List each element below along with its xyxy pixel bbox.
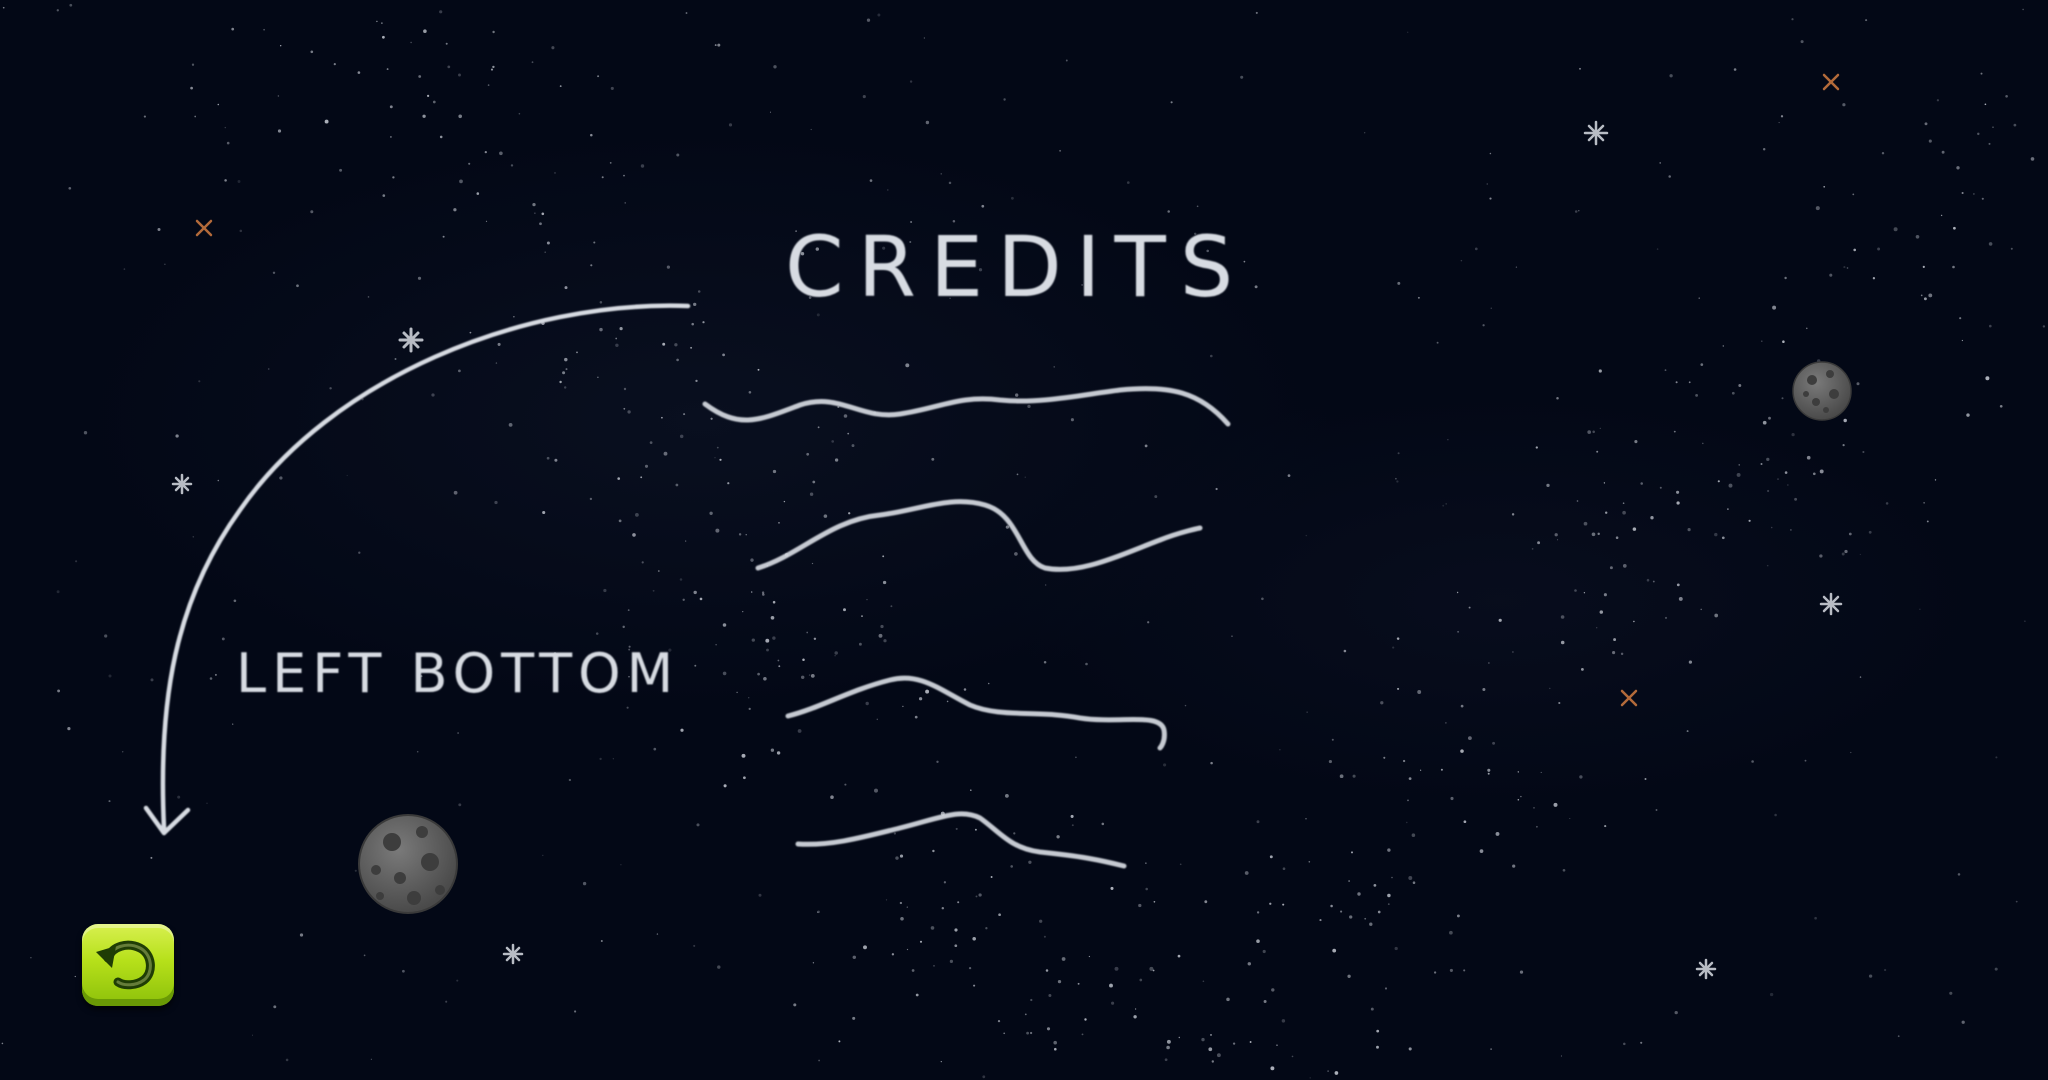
credit-line-2	[755, 499, 1203, 572]
credits-placeholder-lines	[702, 386, 1231, 869]
curved-arrow-icon	[143, 303, 691, 836]
sparkle-stars	[171, 73, 1843, 980]
moon-icon	[358, 814, 458, 914]
orange-star-icon	[1620, 689, 1638, 707]
left-bottom-label: LEFT BOTTOM	[236, 642, 679, 705]
sparkle-star-icon	[1819, 592, 1843, 616]
sparkle-star-icon	[1583, 120, 1609, 146]
back-button[interactable]	[82, 924, 174, 1006]
credit-line-3	[785, 675, 1167, 751]
sparkle-star-icon	[398, 327, 424, 353]
credit-line-1	[702, 386, 1231, 427]
small-moon-icon	[1792, 361, 1852, 421]
credits-title: CREDITS	[785, 218, 1247, 316]
orange-star-icon	[195, 219, 213, 237]
undo-arrow-icon	[96, 940, 155, 990]
sparkle-star-icon	[502, 943, 524, 965]
sparkle-star-icon	[171, 473, 193, 495]
credit-line-4	[795, 811, 1127, 869]
orange-star-icon	[1822, 73, 1840, 91]
sparkle-star-icon	[1695, 958, 1717, 980]
